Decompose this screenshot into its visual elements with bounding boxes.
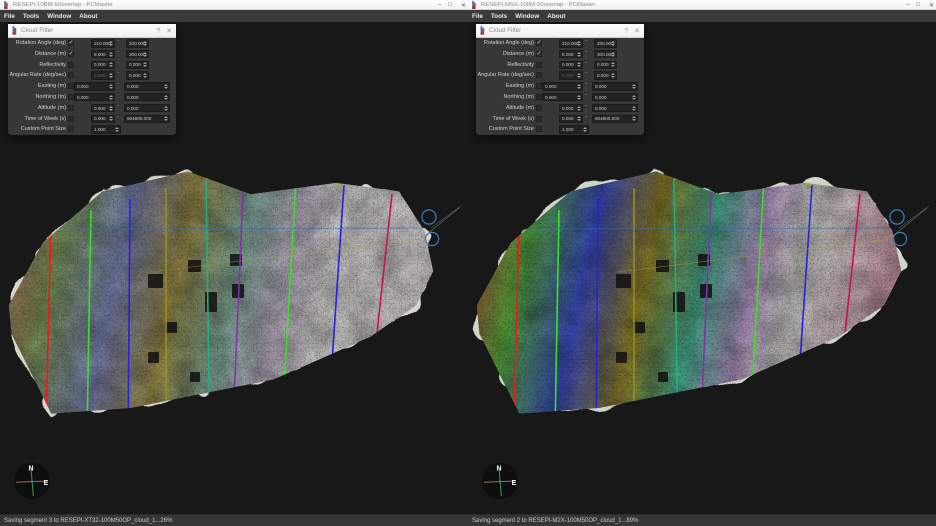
svg-text:N: N: [496, 466, 501, 473]
svg-text:E: E: [512, 480, 517, 487]
svg-text:E: E: [44, 480, 49, 487]
svg-text:N: N: [28, 466, 33, 473]
